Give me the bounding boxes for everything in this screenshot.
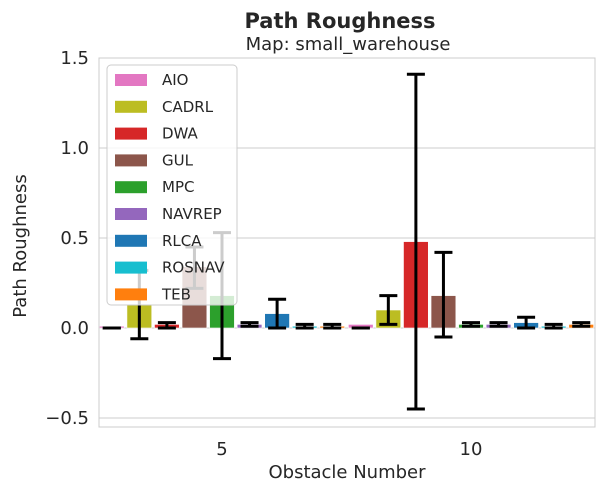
- legend: AIO CADRL DWA GUL MPC NAVREP RLCA ROSNAV TEB: [106, 64, 238, 306]
- error-bar-rlca-10: [517, 315, 536, 330]
- error-bar-teb-5: [323, 322, 342, 330]
- legend-swatch-dwa: [115, 127, 147, 140]
- error-bar-rosnav-10: [544, 322, 563, 330]
- legend-swatch-rlca: [115, 234, 147, 247]
- legend-swatch-aio: [115, 74, 147, 86]
- error-bar-gul-10: [434, 250, 453, 339]
- error-bar-cadrl-10: [379, 294, 398, 326]
- y-tick-label: 1.0: [60, 138, 89, 159]
- legend-label-rlca: RLCA: [162, 232, 202, 250]
- legend-swatch-cadrl: [115, 100, 147, 113]
- plot-frame: [98, 57, 596, 428]
- error-bar-dwa-5: [157, 321, 176, 330]
- error-bar-navrep-10: [489, 321, 508, 328]
- legend-label-gul: GUL: [162, 151, 194, 169]
- legend-swatch-navrep: [115, 208, 147, 220]
- legend-swatch-gul: [115, 154, 147, 167]
- legend-label-mpc: MPC: [162, 178, 194, 196]
- error-bar-teb-10: [572, 321, 591, 328]
- error-bar-mpc-10: [462, 321, 480, 328]
- legend-label-aio: AIO: [162, 71, 189, 89]
- error-bar-rlca-5: [268, 297, 287, 330]
- error-bar-dwa-10: [406, 72, 425, 411]
- y-tick-label: 0.5: [60, 228, 89, 249]
- error-bar-navrep-5: [240, 321, 259, 328]
- error-bar-rosnav-5: [295, 322, 314, 330]
- y-tick-label: −0.5: [45, 408, 89, 429]
- y-axis-label: Path Roughness: [10, 174, 31, 317]
- chart-subtitle: Map: small_warehouse: [246, 34, 451, 55]
- legend-label-teb: TEB: [161, 285, 191, 303]
- x-axis-label: Obstacle Number: [268, 462, 426, 483]
- chart-title: Path Roughness: [244, 9, 435, 33]
- legend-label-rosnav: ROSNAV: [162, 259, 225, 277]
- legend-label-cadrl: CADRL: [162, 98, 214, 116]
- x-tick-labels: 5 10: [216, 439, 482, 460]
- legend-label-navrep: NAVREP: [162, 205, 222, 223]
- legend-swatch-rosnav: [115, 261, 147, 274]
- x-tick-label: 10: [460, 439, 483, 460]
- x-tick-label: 5: [216, 439, 227, 460]
- y-tick-label: 0.0: [60, 318, 89, 339]
- y-tick-labels: −0.5 0.0 0.5 1.0 1.5: [45, 48, 89, 429]
- legend-swatch-mpc: [115, 181, 147, 194]
- y-tick-label: 1.5: [60, 48, 89, 69]
- legend-swatch-teb: [115, 288, 147, 301]
- legend-label-dwa: DWA: [162, 125, 199, 143]
